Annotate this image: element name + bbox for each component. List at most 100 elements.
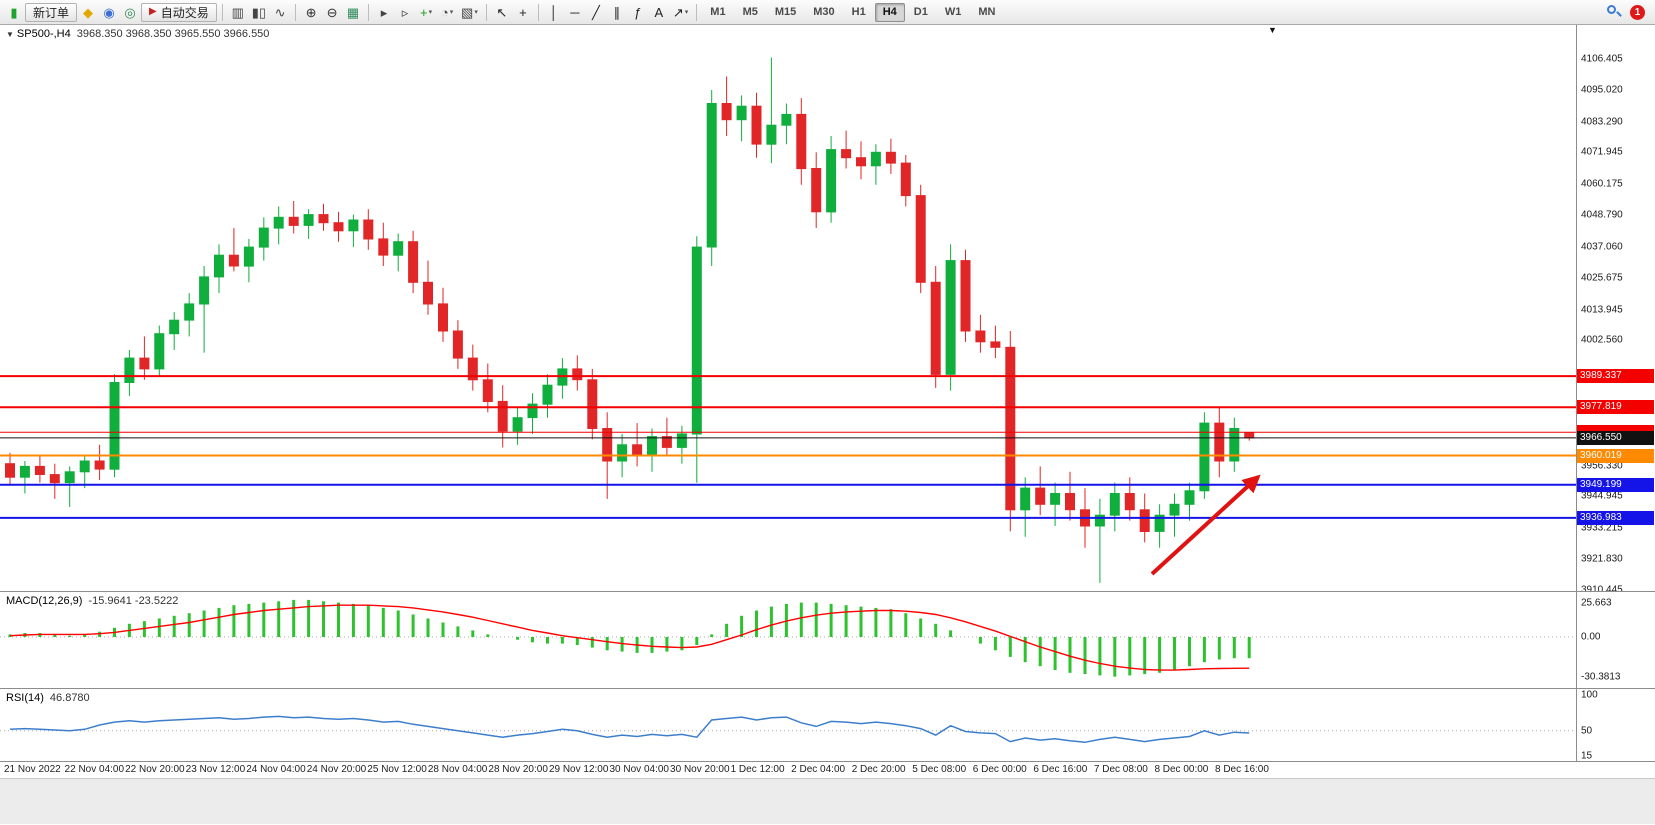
zoom-in-icon[interactable]: ⊕ [301, 2, 321, 22]
auto-scroll-icon[interactable]: ▸ [374, 2, 394, 22]
dropdown-caret-icon: ▾ [474, 8, 478, 16]
chart-shift-icon-glyph: ▹ [401, 4, 409, 20]
rsi-chart-canvas [0, 689, 1576, 761]
zoom-in-icon-glyph: ⊕ [305, 4, 317, 20]
market-watch-icon[interactable]: ◉ [99, 2, 119, 22]
rsi-scale-tick: 100 [1581, 689, 1598, 701]
periods-icon-glyph: ◔ [440, 4, 449, 20]
time-label: 24 Nov 20:00 [306, 764, 367, 775]
new-chart-icon[interactable]: ▮ [4, 2, 24, 22]
time-axis[interactable]: 21 Nov 2022 22 Nov 04:00 22 Nov 20:00 23 No… [0, 762, 1655, 779]
candlestick-chart[interactable]: ▼ SP500-,H4 3968.350 3968.350 3965.550 396… [0, 25, 1576, 591]
vertical-line-icon[interactable]: │ [544, 2, 564, 22]
macd-scale[interactable]: 25.663 0.00 -30.3813 [1576, 592, 1655, 688]
rsi-label: RSI(14) [6, 692, 44, 704]
collapse-caret-icon[interactable]: ▼ [6, 30, 14, 39]
time-label: 8 Dec 16:00 [1215, 764, 1269, 775]
chart-title: ▼ SP500-,H4 3968.350 3968.350 3965.550 396… [6, 28, 269, 40]
tile-windows-icon-glyph: ▦ [346, 4, 360, 20]
text-tool-icon[interactable]: A [649, 2, 669, 22]
new-order-button[interactable]: 新订单 [25, 2, 78, 22]
text-tool-icon-glyph: A [654, 4, 664, 20]
timeframe-group: M1 M5 M15 M30 H1 H4 D1 W1 MN [702, 2, 1003, 22]
metaeditor-icon[interactable]: ◆ [78, 2, 98, 22]
new-chart-icon-glyph: ▮ [10, 4, 18, 20]
timeframe-w1-button[interactable]: W1 [944, 6, 962, 18]
timeframe-m30-button[interactable]: M30 [813, 6, 835, 18]
horizontal-line-icon[interactable]: ─ [565, 2, 585, 22]
price-tag: 3960.019 [1577, 448, 1654, 463]
zoom-out-icon[interactable]: ⊖ [322, 2, 342, 22]
time-label: 28 Nov 04:00 [427, 764, 488, 775]
equidistant-channel-icon[interactable]: ∥ [607, 2, 627, 22]
autotrading-button-icon: ▶ [149, 6, 157, 17]
macd-values: -15.9641 -23.5222 [88, 595, 179, 607]
timeframe-m1-button[interactable]: M1 [710, 6, 726, 18]
price-tick: 4083.290 [1581, 116, 1623, 128]
rsi-chart[interactable]: RSI(14) 46.8780 [0, 689, 1576, 761]
price-tick: 4002.560 [1581, 334, 1623, 346]
ohlc-bars-icon[interactable]: ▥ [228, 2, 248, 22]
toolbar-right-group: 1 [1606, 4, 1651, 20]
templates-icon[interactable]: ▧ ▾ [458, 2, 481, 22]
timeframe-h1-button[interactable]: H1 [851, 6, 866, 18]
toolbar-separator [537, 3, 539, 21]
price-tick: 3921.830 [1581, 553, 1623, 565]
toolbar: ▮ 新订单 ◆ ◉ ◎ ▶ 自动交易 ▥ ▮▯ ∿ ⊕ ⊖ ▦ ▸ ▹ + ▾ ◔ ▾ ▧ ▾ ↖ + │ ─ ╱ ∥ ƒ A ↗ ▾ M1… [0, 0, 1655, 25]
line-chart-icon[interactable]: ∿ [270, 2, 290, 22]
price-scale[interactable]: 4106.405 4095.020 4083.290 4071.945 4060.175… [1576, 25, 1655, 591]
macd-chart[interactable]: MACD(12,26,9) -15.9641 -23.5222 [0, 592, 1576, 688]
cursor-icon[interactable]: ↖ [492, 2, 512, 22]
trendline-icon[interactable]: ╱ [586, 2, 606, 22]
toolbar-separator [295, 3, 297, 21]
chart-shift-icon[interactable]: ▹ [395, 2, 415, 22]
autotrading-button[interactable]: ▶ 自动交易 [141, 2, 217, 22]
time-label: 8 Dec 00:00 [1154, 764, 1209, 775]
price-tick: 4071.945 [1581, 146, 1623, 158]
price-tick: 4025.675 [1581, 272, 1623, 284]
time-label: 28 Nov 20:00 [488, 764, 548, 775]
cursor-icon-glyph: ↖ [496, 4, 508, 20]
timeframe-m15-button[interactable]: M15 [774, 6, 797, 18]
time-label: 2 Dec 20:00 [851, 764, 906, 775]
crosshair-icon[interactable]: + [513, 2, 533, 22]
fibonacci-icon-glyph: ƒ [634, 4, 642, 20]
price-tag: 3966.550 [1577, 430, 1654, 445]
time-label: 23 Nov 12:00 [185, 764, 246, 775]
periods-icon[interactable]: ◔ ▾ [437, 2, 457, 22]
vertical-line-icon-glyph: │ [549, 4, 558, 20]
toolbar-separator [485, 3, 487, 21]
arrows-tool-icon[interactable]: ↗ ▾ [670, 2, 691, 22]
time-label: 29 Nov 12:00 [548, 764, 609, 775]
fibonacci-icon[interactable]: ƒ [628, 2, 648, 22]
timeframe-m5-button[interactable]: M5 [742, 6, 758, 18]
trendline-icon-glyph: ╱ [591, 4, 600, 20]
indicators-icon[interactable]: + ▾ [416, 2, 436, 22]
price-tag: 3936.983 [1577, 510, 1654, 525]
timeframe-h4-button[interactable]: H4 [874, 2, 905, 22]
rsi-scale[interactable]: 100 50 15 [1576, 689, 1655, 761]
navigator-icon[interactable]: ◎ [120, 2, 140, 22]
rsi-panel: RSI(14) 46.8780 100 50 15 [0, 689, 1655, 762]
chart-ohlc-values: 3968.350 3968.350 3965.550 3966.550 [76, 28, 270, 40]
equidistant-channel-icon-glyph: ∥ [613, 4, 621, 20]
macd-scale-tick: -30.3813 [1581, 671, 1621, 683]
chart-dropdown-caret-icon[interactable]: ▼ [1268, 25, 1277, 35]
market-watch-icon-glyph: ◉ [103, 4, 115, 20]
time-label: 22 Nov 04:00 [64, 764, 125, 775]
time-label: 30 Nov 04:00 [609, 764, 670, 775]
toolbar-left-group: ▮ 新订单 ◆ ◉ ◎ ▶ 自动交易 ▥ ▮▯ ∿ ⊕ ⊖ ▦ ▸ ▹ + ▾ ◔ ▾ ▧ ▾ ↖ + │ ─ ╱ ∥ ƒ A ↗ ▾ [4, 2, 701, 22]
candlestick-chart-icon[interactable]: ▮▯ [249, 2, 269, 22]
timeframe-mn-button[interactable]: MN [978, 6, 996, 18]
price-tag: 3977.819 [1577, 400, 1654, 415]
ohlc-bars-icon-glyph: ▥ [231, 4, 244, 20]
toolbar-separator [368, 3, 370, 21]
search-icon[interactable] [1606, 4, 1622, 20]
tile-windows-icon[interactable]: ▦ [343, 2, 363, 22]
main-chart-panel: ▼ SP500-,H4 3968.350 3968.350 3965.550 396… [0, 25, 1655, 592]
timeframe-d1-button[interactable]: D1 [913, 6, 928, 18]
templates-icon-glyph: ▧ [461, 4, 474, 20]
notification-badge[interactable]: 1 [1630, 4, 1645, 20]
time-label: 6 Dec 00:00 [972, 764, 1027, 775]
